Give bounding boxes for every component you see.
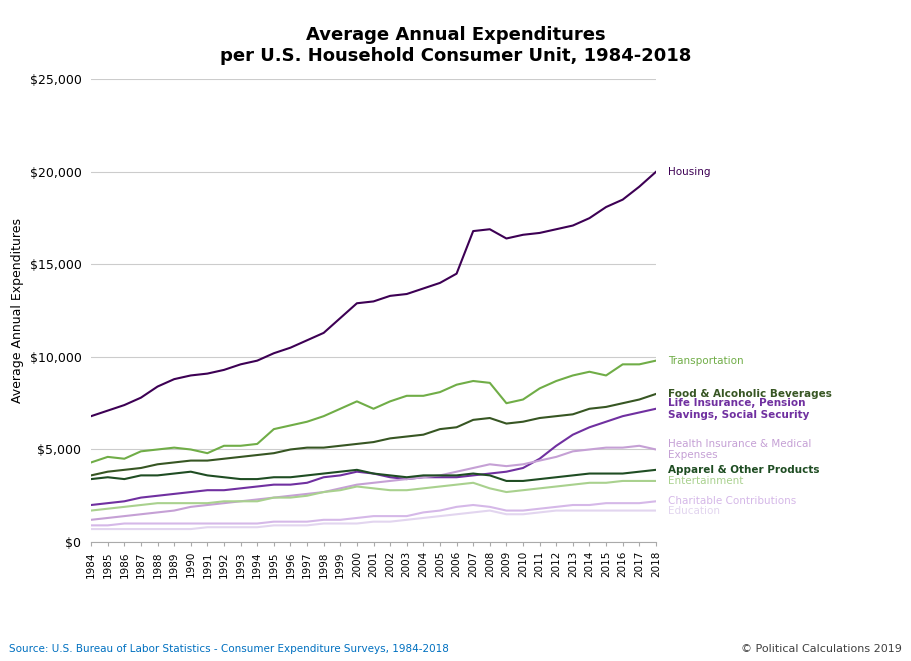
- Text: Food & Alcoholic Beverages: Food & Alcoholic Beverages: [668, 389, 832, 399]
- Text: Average Annual Expenditures
per U.S. Household Consumer Unit, 1984-2018: Average Annual Expenditures per U.S. Hou…: [220, 26, 691, 65]
- Text: © Political Calculations 2019: © Political Calculations 2019: [741, 644, 902, 654]
- Text: Transportation: Transportation: [668, 356, 743, 366]
- Text: Apparel & Other Products: Apparel & Other Products: [668, 465, 819, 475]
- Text: Housing: Housing: [668, 167, 711, 177]
- Y-axis label: Average Annual Expenditures: Average Annual Expenditures: [11, 218, 24, 403]
- Text: Education: Education: [668, 506, 720, 516]
- Text: Life Insurance, Pension
Savings, Social Security: Life Insurance, Pension Savings, Social …: [668, 398, 809, 420]
- Text: Charitable Contributions: Charitable Contributions: [668, 496, 796, 506]
- Text: Entertainment: Entertainment: [668, 476, 743, 486]
- Text: Source: U.S. Bureau of Labor Statistics - Consumer Expenditure Surveys, 1984-201: Source: U.S. Bureau of Labor Statistics …: [9, 644, 449, 654]
- Text: Health Insurance & Medical
Expenses: Health Insurance & Medical Expenses: [668, 439, 811, 460]
